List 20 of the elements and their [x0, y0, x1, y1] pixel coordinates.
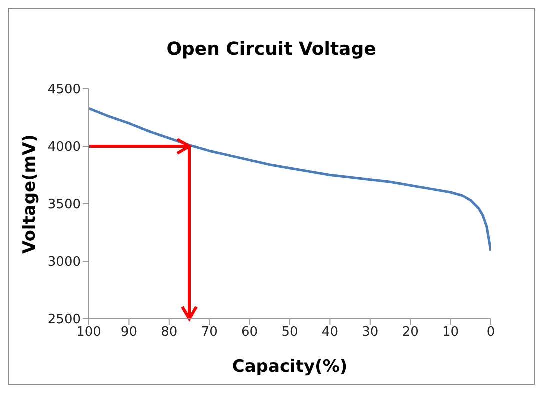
- x-tick-label: 40: [322, 325, 338, 340]
- line-series: [89, 107, 491, 252]
- x-tick-label: 60: [242, 325, 258, 340]
- x-tick-label: 70: [201, 325, 218, 340]
- x-tick-label: 80: [161, 325, 178, 340]
- y-tick-label: 3000: [48, 255, 81, 270]
- x-tick-label: 90: [120, 325, 138, 340]
- y-tick-label: 3500: [48, 198, 81, 213]
- x-tick-label: 50: [282, 325, 298, 340]
- y-axis-title: Voltage(mV): [20, 134, 40, 254]
- x-tick-label: 0: [486, 325, 496, 340]
- y-tick-label: 4000: [48, 140, 81, 156]
- x-tick-label: 30: [362, 325, 379, 340]
- x-tick-label: 100: [76, 325, 102, 340]
- x-axis-title: Capacity(%): [232, 357, 348, 377]
- x-tick-label: 10: [442, 325, 460, 340]
- chart-title: Open Circuit Voltage: [166, 39, 378, 60]
- y-tick-label: 2500: [48, 312, 81, 328]
- y-tick-label: 4500: [48, 82, 81, 98]
- x-tick-label: 20: [402, 325, 419, 340]
